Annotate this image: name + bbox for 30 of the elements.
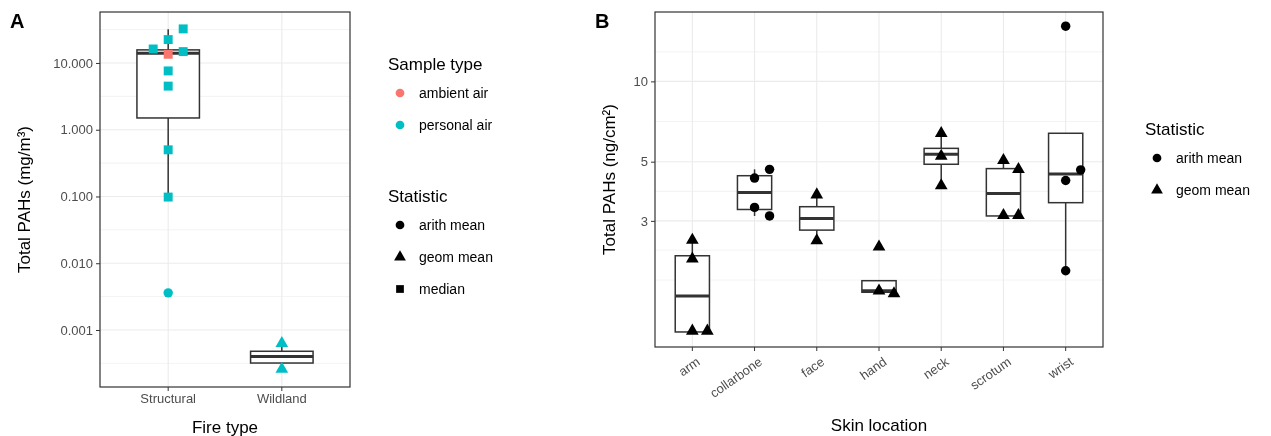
y-tick-label: 0.010 [60,255,93,271]
x-tick-label: Structural [140,391,197,407]
y-axis-title: Total PAHs (mg/m³) [15,125,34,274]
chart-title: B [595,10,610,32]
x-tick-label: face [798,353,828,381]
x-axis-title: Fire type [191,418,259,436]
legend-label: geom mean [419,249,493,265]
x-tick-label: wrist [1044,353,1077,383]
text: Statistic [388,187,449,206]
chart-title: A [10,10,25,32]
y-tick-label: 3 [640,213,648,229]
y-tick-label: 1.000 [60,122,93,138]
x-tick-label: Wildland [256,391,307,407]
y-tick-label: 5 [640,154,648,170]
x-tick-label: arm [675,353,703,380]
x-axis-title: Skin location [830,416,928,435]
legend-label: personal air [419,117,493,133]
legend-label: arith mean [1176,150,1243,166]
y-axis-title: Total PAHs (ng/cm²) [600,104,619,255]
legend-label: ambient air [419,85,489,101]
y-tick-label: 10 [633,74,648,90]
legend-label: geom mean [1176,182,1250,198]
legend-label: median [419,281,465,297]
x-tick-label: neck [920,353,952,383]
legend-title: Statistic [1145,120,1206,139]
y-tick-label: 0.100 [60,189,93,205]
y-tick-label: 10.000 [53,55,93,71]
legend-title: Sample type [388,55,483,74]
y-tick-label: 0.001 [60,322,93,338]
legend-label: arith mean [419,217,486,233]
